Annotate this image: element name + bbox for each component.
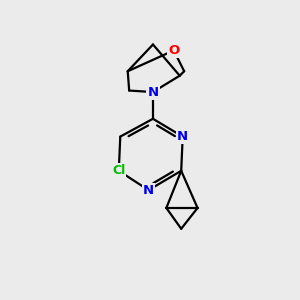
Text: Cl: Cl bbox=[112, 164, 125, 177]
Text: N: N bbox=[147, 85, 158, 98]
Text: N: N bbox=[143, 184, 154, 196]
Text: O: O bbox=[168, 44, 179, 57]
Text: N: N bbox=[177, 130, 188, 143]
